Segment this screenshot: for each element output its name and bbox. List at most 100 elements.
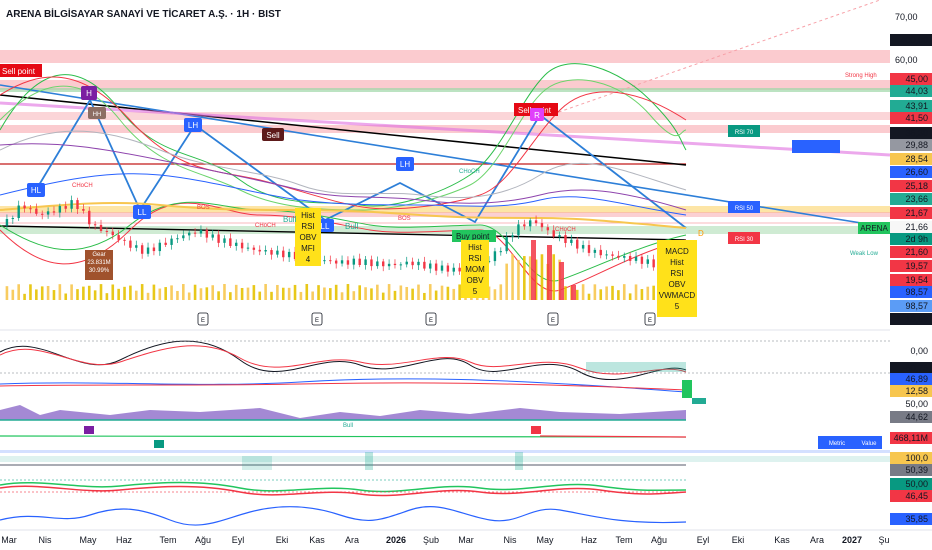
candle-body — [52, 211, 56, 213]
volume-bar — [352, 291, 356, 300]
candle-body — [170, 238, 173, 245]
x-tick-label: Tem — [615, 535, 632, 545]
volume-bar — [505, 263, 508, 300]
volume-bar — [323, 287, 326, 300]
price-label: 18,69 — [905, 314, 928, 324]
purple-ma — [0, 143, 687, 211]
green-ma-2 — [0, 79, 687, 211]
volume-bar — [258, 291, 262, 300]
volume-bar — [399, 285, 403, 300]
candle-body — [434, 263, 438, 271]
candle-body — [217, 234, 220, 243]
box3-line-6: 5 — [675, 302, 680, 311]
projection-dashed-line — [535, 0, 881, 121]
bull-label-1: Bull — [283, 215, 297, 224]
price-label: 19,57 — [905, 261, 928, 271]
indicator-label: 50,00 — [905, 399, 928, 409]
rsi-pane-green — [0, 481, 687, 493]
earnings-label-5: E — [648, 318, 652, 324]
candle-body — [323, 260, 326, 262]
volume-bar — [287, 287, 291, 300]
price-label-bg — [890, 260, 932, 272]
volume-bar — [334, 284, 338, 300]
earnings-marker-1[interactable] — [197, 312, 209, 326]
value-header-label: Value — [862, 441, 878, 447]
volume-spike — [571, 285, 576, 300]
price-label-bg — [890, 127, 932, 139]
hl-label: HL — [31, 186, 42, 195]
indicator-label: 50,00 — [905, 479, 928, 489]
volume-bar — [35, 289, 38, 300]
volume-bar — [158, 288, 162, 300]
box2-line-4: OBV — [467, 276, 485, 285]
indicator-label: 35,85 — [905, 514, 928, 524]
choch-label-3: CHoCH — [459, 169, 480, 175]
choch-label-2: CHoCH — [255, 223, 276, 229]
x-tick-label: Eki — [276, 535, 289, 545]
hh-label: HH — [93, 112, 102, 118]
indicator-label: 46,89 — [905, 374, 928, 384]
buy-point-marker: Buy point — [452, 230, 496, 242]
h-label: H — [86, 89, 92, 98]
candle-body — [393, 263, 397, 266]
volume-bar — [446, 286, 450, 300]
price-label-bg — [890, 207, 932, 219]
volume-bar — [305, 284, 309, 300]
price-label: 21,60 — [905, 247, 928, 257]
candle-body — [511, 235, 514, 237]
volume-bar — [29, 284, 32, 300]
candle-body — [282, 250, 285, 258]
volume-bar — [146, 292, 150, 300]
volume-bar — [93, 290, 97, 300]
price-label: 98,57 — [905, 301, 928, 311]
stoch-line-2 — [0, 345, 687, 375]
earnings-marker-2[interactable] — [311, 312, 323, 326]
volume-bar — [517, 259, 520, 300]
candle-body — [570, 239, 573, 243]
x-tick-label: 2027 — [842, 535, 862, 545]
candle-body — [23, 205, 26, 209]
yellow-ma — [0, 201, 687, 229]
r-marker: R — [530, 108, 544, 121]
pane-band-blue — [0, 450, 890, 453]
earnings-marker-4[interactable] — [547, 312, 559, 326]
x-tick-label: Nis — [504, 535, 517, 545]
box3-line-3: RSI — [670, 269, 683, 278]
price-label: 21,66 — [905, 222, 928, 232]
box3-line-4: OBV — [669, 280, 687, 289]
candle-body — [593, 249, 597, 253]
volume-bar — [428, 284, 432, 300]
candle-body — [264, 250, 267, 252]
gray-ma — [0, 130, 687, 199]
candle-body — [370, 259, 373, 267]
earnings-marker-5[interactable] — [644, 312, 656, 326]
black-trendline-upper — [0, 94, 687, 166]
volume-bar — [270, 291, 273, 300]
price-label-bg — [890, 193, 932, 205]
pane-band-green — [0, 456, 890, 462]
ll-label-1: LL — [138, 208, 147, 217]
price-label-bg — [890, 100, 932, 112]
earnings-marker-3[interactable] — [425, 312, 437, 326]
volume-bar — [299, 291, 303, 300]
volume-bar — [540, 254, 544, 300]
volume-bar — [217, 291, 220, 300]
bos-label-1: BOS — [197, 205, 210, 211]
volume-bar — [170, 285, 173, 300]
price-label: 21,67 — [905, 208, 928, 218]
candle-body — [41, 213, 44, 215]
volume-bar — [240, 288, 244, 300]
pink-trendline — [0, 101, 891, 157]
box3-line-2: Hist — [670, 258, 685, 267]
volume-bar — [182, 284, 185, 300]
candle-body — [382, 261, 385, 267]
candle-body — [135, 245, 138, 248]
candle-body — [152, 247, 156, 252]
volume-bar — [622, 284, 626, 300]
price-label: 29,88 — [905, 140, 928, 150]
price-label-bg — [890, 233, 932, 245]
